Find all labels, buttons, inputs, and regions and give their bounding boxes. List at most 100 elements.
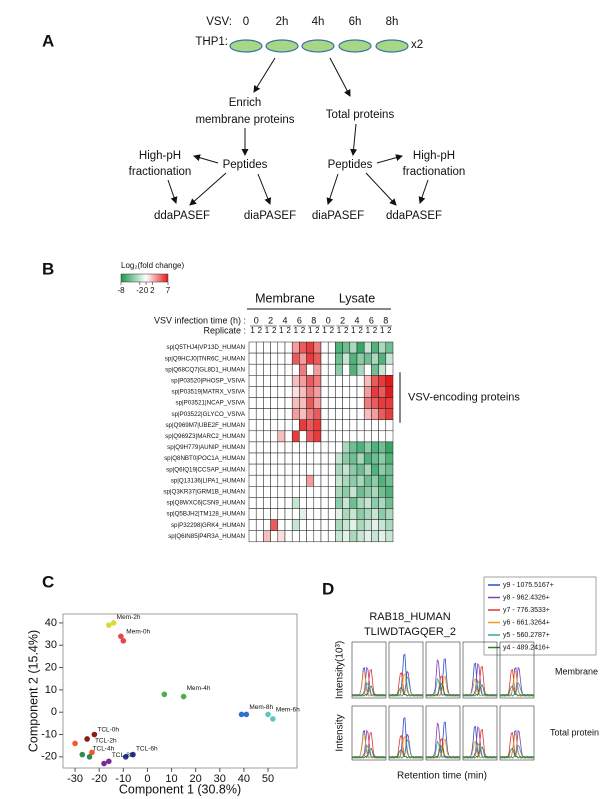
- trace: [499, 681, 535, 697]
- heat-cell: [342, 363, 351, 376]
- y-axis-label: Intensity(10³): [335, 641, 346, 699]
- point: [265, 711, 271, 718]
- heat-cell: [255, 419, 264, 432]
- heat-cell: [255, 375, 264, 387]
- heat-cell: [306, 341, 315, 354]
- heat-cell: [320, 386, 329, 398]
- point: [238, 711, 245, 718]
- heat-cell: [320, 363, 329, 376]
- trace: [351, 670, 387, 697]
- heat-cell: [378, 463, 387, 476]
- heat-cell: [356, 441, 365, 454]
- y-axis-label: Component 2 (15.4%): [26, 630, 40, 752]
- heat-cell: [313, 519, 322, 531]
- heat-cell: [313, 508, 322, 520]
- heat-cell: [284, 441, 293, 454]
- heat-cell: [385, 386, 394, 398]
- point: [101, 760, 107, 767]
- heat-cell: [313, 352, 322, 365]
- time-label: VSV infection time (h) :: [154, 315, 246, 325]
- heat-cell: [327, 508, 336, 520]
- y-tick-label: -20: [41, 751, 57, 763]
- replicates: x2: [411, 39, 423, 51]
- heat-cell: [320, 452, 329, 465]
- heat-cell: [363, 486, 372, 498]
- heat-cell: [342, 452, 351, 465]
- trace: [499, 747, 535, 759]
- row-label: sp|Q3KR37|GRM1B_HUMAN: [163, 488, 245, 495]
- heat-cell: [270, 519, 279, 531]
- heat-cell: [263, 486, 271, 498]
- colorbar-title: Log₂(fold change): [121, 261, 184, 270]
- heat-cell: [270, 530, 279, 543]
- heat-cell: [349, 397, 358, 409]
- heat-cell: [320, 352, 329, 365]
- heat-cell: [270, 386, 279, 398]
- heat-cell: [335, 519, 343, 531]
- heat-cell: [335, 508, 343, 520]
- arrow: [365, 172, 397, 206]
- heat-cell: [313, 430, 322, 443]
- heat-cell: [270, 341, 279, 354]
- heat-cell: [335, 375, 343, 387]
- heat-cell: [378, 430, 387, 443]
- output: diaPASEF: [244, 210, 296, 222]
- heat-cell: [371, 430, 379, 443]
- row-label: sp|Q8NBT0|POC1A_HUMAN: [164, 455, 245, 462]
- heat-cell: [263, 463, 271, 476]
- trace: [499, 685, 535, 697]
- point-label: TCL-2h: [95, 738, 117, 745]
- heat-cell: [306, 497, 315, 509]
- heat-cell: [248, 363, 257, 376]
- x-tick-label: 10: [165, 773, 177, 785]
- heat-cell: [313, 486, 322, 498]
- colorbar-tick-label: 2: [150, 286, 155, 295]
- heat-cell: [270, 474, 279, 487]
- heat-cell: [248, 474, 257, 487]
- trace: [462, 684, 498, 697]
- heat-cell: [284, 530, 293, 543]
- heat-cell: [306, 530, 315, 543]
- heat-cell: [270, 441, 279, 454]
- point: [122, 754, 129, 760]
- heat-cell: [255, 341, 264, 354]
- heat-cell: [284, 408, 293, 420]
- heat-cell: [327, 352, 336, 365]
- heat-cell: [335, 419, 343, 432]
- heat-cell: [299, 397, 307, 409]
- x-tick-label: 30: [214, 773, 226, 785]
- heat-cell: [277, 352, 286, 365]
- heat-cell: [320, 341, 329, 354]
- heat-cell: [327, 386, 336, 398]
- trace-frame: [388, 641, 424, 699]
- colorbar-tick-label: 0: [144, 286, 149, 295]
- arrow: [189, 172, 227, 206]
- heat-cell: [291, 497, 300, 509]
- heat-cell: [284, 352, 293, 365]
- heat-cell: [306, 441, 315, 454]
- heat-cell: [263, 497, 271, 509]
- heat-cell: [356, 363, 365, 376]
- heat-cell: [284, 397, 293, 409]
- heat-cell: [255, 530, 264, 543]
- heat-cell: [363, 452, 372, 465]
- heat-cell: [248, 508, 257, 520]
- heat-cell: [327, 452, 336, 465]
- heat-cell: [371, 408, 379, 420]
- arrow: [167, 179, 178, 204]
- colorbar-tick-label: -8: [117, 286, 125, 295]
- heat-cell: [320, 508, 329, 520]
- x-tick-label: 50: [262, 773, 274, 785]
- heat-cell: [306, 386, 315, 398]
- point: [180, 693, 187, 700]
- point: [120, 637, 127, 644]
- point: [243, 711, 250, 718]
- y-tick-label: 0: [51, 706, 57, 718]
- time-label: 2: [268, 315, 273, 325]
- trace-frame: [351, 641, 387, 699]
- heat-cell: [342, 397, 351, 409]
- heat-cell: [299, 497, 307, 509]
- heat-cell: [385, 419, 394, 432]
- heat-cell: [342, 463, 351, 476]
- heat-cell: [263, 386, 271, 398]
